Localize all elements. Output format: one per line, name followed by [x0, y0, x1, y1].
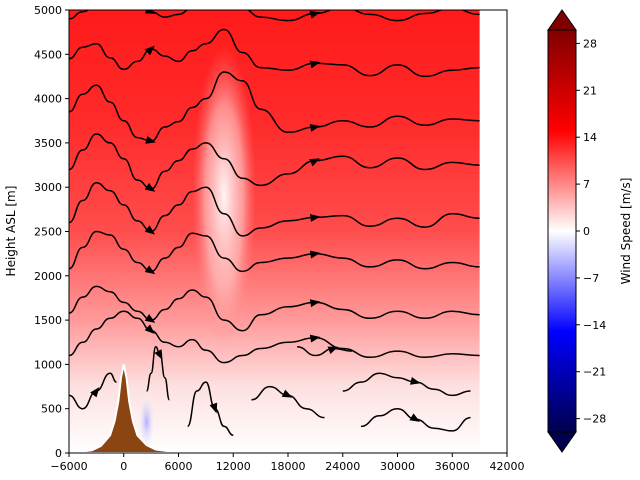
plot-area: [68, 9, 508, 454]
colorbar-max-extension: [547, 9, 577, 31]
colorbar-tick-label: 28: [583, 37, 597, 50]
x-tick-label: 6000: [165, 460, 193, 473]
colorbar-tick-label: −21: [583, 366, 606, 379]
colorbar-tick-label: −28: [583, 413, 606, 426]
streamline-11: [186, 381, 234, 437]
streamline-1: [69, 10, 480, 22]
streamline-arrow: [145, 135, 156, 144]
colorbar-tick-label: −14: [583, 319, 606, 332]
y-tick-label: 3000: [34, 181, 62, 194]
streamline-arrow: [154, 349, 163, 360]
colorbar-tick-label: −7: [583, 272, 599, 285]
x-tick-label: −6000: [50, 460, 87, 473]
x-tick-label: 42000: [490, 460, 525, 473]
streamline-arrow: [209, 402, 218, 414]
x-tick-label: 0: [120, 460, 127, 473]
colorbar-ticks: −28 −21 −14 −7 0 7 14 21 28: [576, 37, 606, 426]
streamline-arrow: [144, 225, 156, 235]
y-tick-label: 4000: [34, 93, 62, 106]
y-axis: 0 500 1000 1500 2000 2500 3000 3500 4000 4500 5000: [34, 4, 69, 460]
y-tick-label: 2500: [34, 226, 62, 239]
streamline-arrow: [144, 182, 156, 192]
streamline-arrow: [144, 324, 155, 335]
streamline-arrow: [409, 377, 421, 385]
y-tick-label: 5000: [34, 4, 62, 17]
weak-wind-wake: [192, 45, 257, 347]
x-tick-label: 12000: [216, 460, 251, 473]
y-tick-label: 4500: [34, 48, 62, 61]
colorbar-tick-label: 7: [583, 178, 590, 191]
y-tick-label: 1500: [34, 314, 62, 327]
streamline-13: [342, 372, 471, 397]
streamline-arrow: [144, 314, 156, 323]
y-tick-label: 500: [41, 403, 62, 416]
y-axis-label: Height ASL [m]: [4, 186, 18, 277]
streamline-arrow: [281, 389, 293, 398]
colorbar-tick-label: 21: [583, 84, 597, 97]
x-tick-label: 30000: [380, 460, 415, 473]
streamline-2: [69, 28, 480, 78]
streamline-arrow: [309, 250, 321, 259]
streamline-6: [69, 230, 480, 273]
y-tick-label: 3500: [34, 137, 62, 150]
colorbar: −28 −21 −14 −7 0 7 14 21 28 Wind Speed [m/s]: [547, 9, 633, 453]
x-tick-label: 24000: [325, 460, 360, 473]
x-tick-label: 36000: [435, 460, 470, 473]
streamline-arrow: [309, 213, 321, 222]
streamline-5: [69, 182, 480, 237]
streamline-arrow: [309, 60, 321, 69]
y-tick-label: 0: [55, 447, 62, 460]
x-axis: −6000 0 6000 12000 18000 24000 30000 36000 42000: [50, 453, 525, 473]
streamline-arrow: [409, 413, 421, 422]
colorbar-gradient: [547, 29, 577, 433]
streamline-arrow: [327, 346, 339, 355]
reverse-flow-region: [137, 390, 156, 453]
streamline-arrow: [90, 387, 100, 398]
wind-speed-field: [69, 10, 480, 453]
streamline-3: [69, 71, 480, 142]
y-tick-label: 2000: [34, 270, 62, 283]
streamline-arrow: [144, 10, 156, 14]
colorbar-tick-label: 14: [583, 131, 597, 144]
streamlines: [69, 10, 480, 437]
streamline-arrow: [309, 158, 320, 167]
streamline-arrow: [309, 334, 321, 343]
colorbar-label: Wind Speed [m/s]: [619, 178, 633, 285]
streamline-arrow: [144, 45, 155, 56]
colorbar-tick-label: 0: [583, 225, 590, 238]
streamline-12: [297, 345, 352, 357]
terrain-profile: [69, 364, 270, 453]
x-tick-label: 18000: [271, 460, 306, 473]
streamline-arrow: [309, 10, 321, 19]
streamline-7: [69, 285, 480, 332]
streamline-8: [69, 310, 480, 364]
streamline-arrow: [144, 265, 156, 275]
streamline-arrow: [309, 124, 321, 132]
streamline-4: [69, 133, 480, 190]
y-tick-label: 1000: [34, 358, 62, 371]
streamline-arrow: [309, 299, 321, 308]
colorbar-min-extension: [547, 431, 577, 453]
